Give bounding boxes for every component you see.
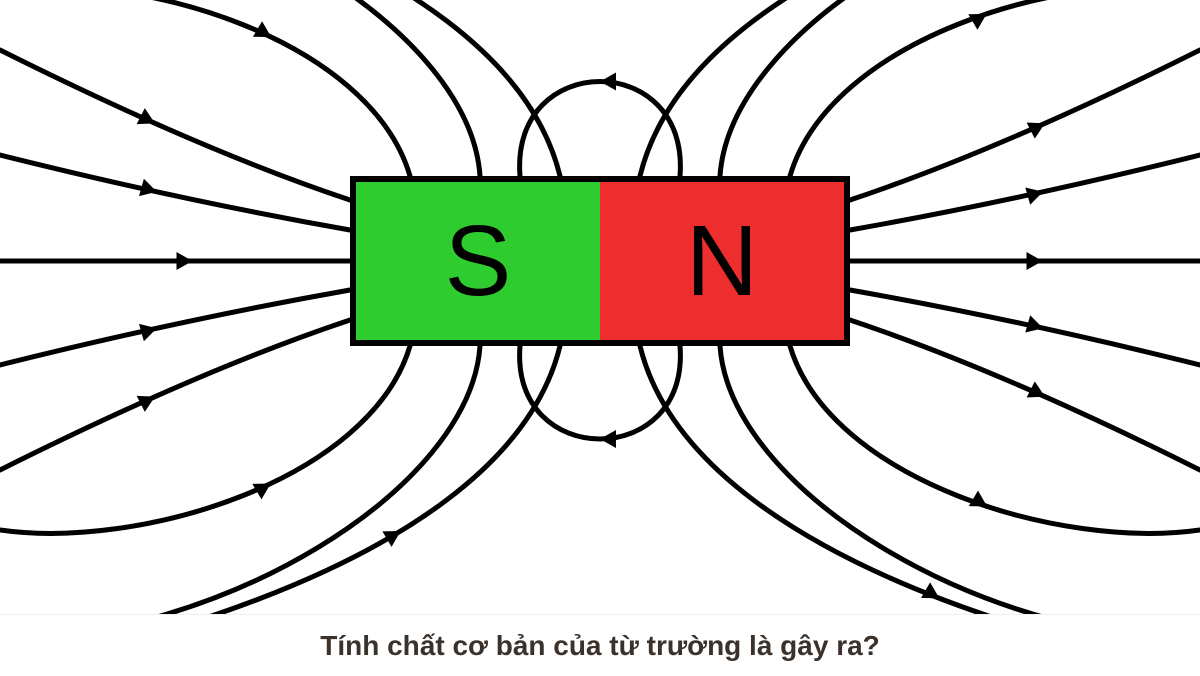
south-pole: S xyxy=(356,182,600,340)
north-pole-label: N xyxy=(686,204,758,319)
caption-text: Tính chất cơ bản của từ trường là gây ra… xyxy=(320,630,880,662)
north-pole: N xyxy=(600,182,844,340)
bar-magnet: S N xyxy=(350,176,850,346)
south-pole-label: S xyxy=(445,204,512,319)
caption-bar: Tính chất cơ bản của từ trường là gây ra… xyxy=(0,614,1200,676)
